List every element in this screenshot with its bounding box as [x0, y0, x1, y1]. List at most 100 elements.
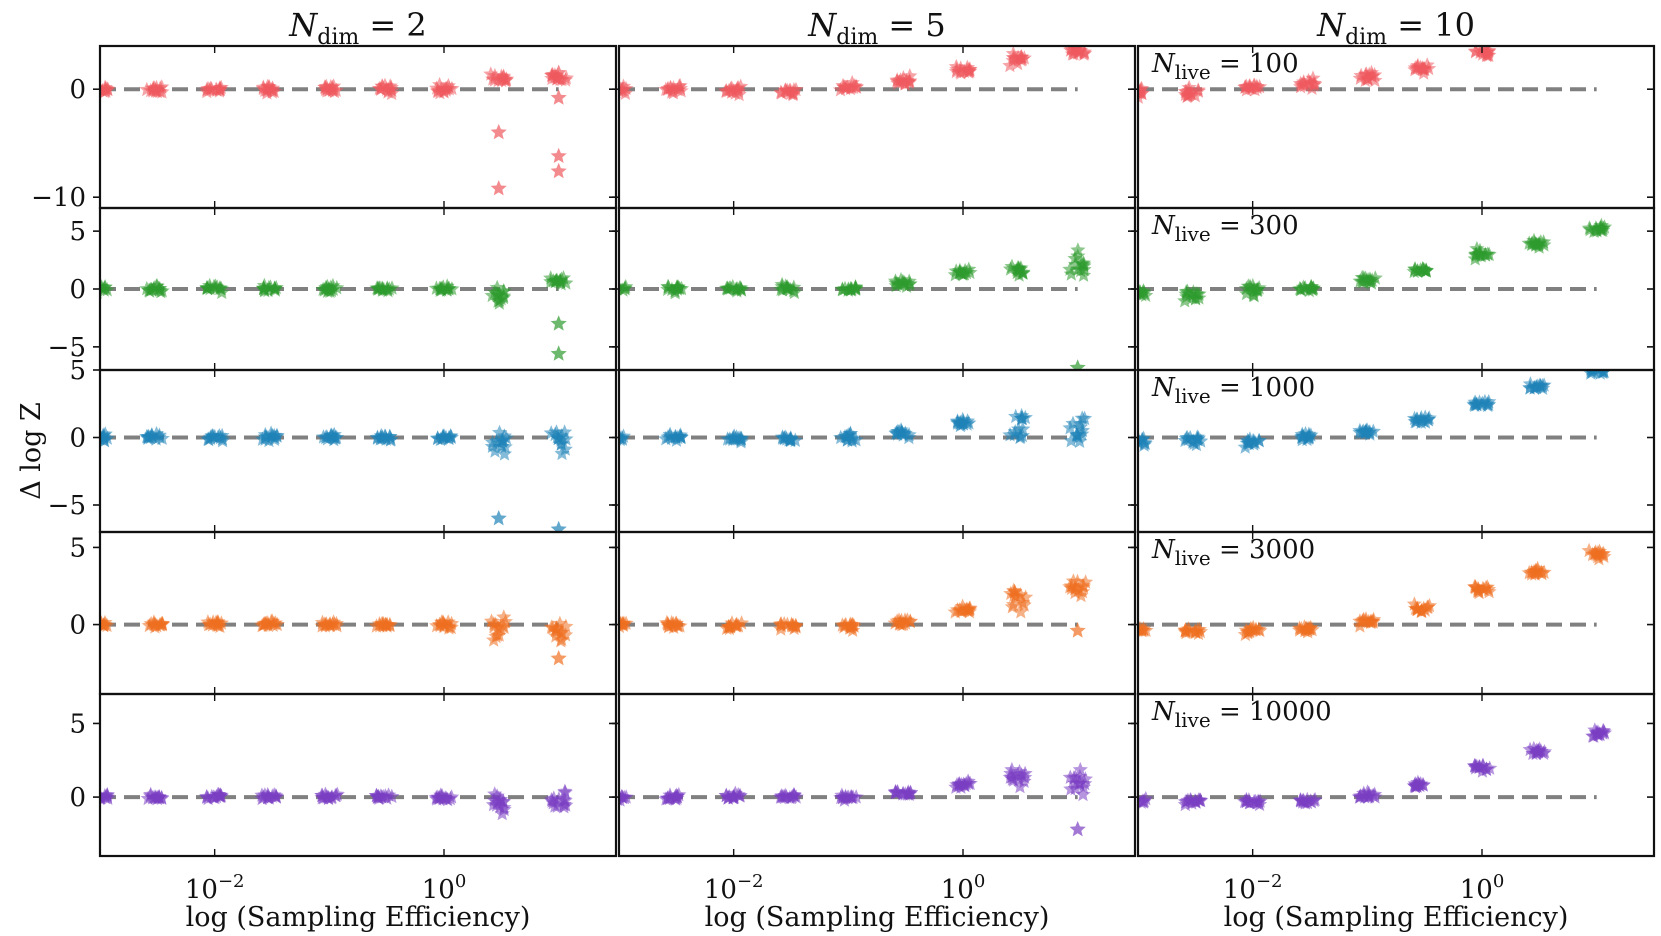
data-point-star — [100, 288, 101, 290]
data-point-star — [1014, 407, 1030, 423]
data-point-star — [495, 617, 511, 633]
y-tick-label: 0 — [69, 424, 86, 454]
data-point-star — [319, 431, 336, 446]
data-point-star — [888, 277, 904, 293]
data-point-star — [1296, 77, 1313, 92]
data-point-star — [848, 78, 864, 94]
data-point-star — [1582, 21, 1597, 35]
outlier-point-star — [550, 345, 567, 361]
panel-0-2 — [1138, 17, 1609, 104]
y-tick-label: 5 — [69, 533, 86, 563]
data-point-star — [151, 280, 167, 296]
data-point-star — [100, 289, 105, 299]
data-point-star — [1004, 258, 1020, 274]
data-point-star — [1352, 613, 1368, 628]
data-point-star — [619, 83, 620, 85]
data-point-star — [1070, 248, 1086, 263]
data-point-star — [897, 76, 913, 91]
y-tick-label: 5 — [69, 217, 86, 247]
data-point-star — [1004, 599, 1020, 614]
data-point-star — [777, 789, 793, 805]
data-point-star — [733, 281, 749, 296]
data-point-star — [1177, 293, 1193, 308]
data-point-star — [619, 430, 628, 445]
data-point-star — [257, 429, 273, 444]
outlier-point-star — [550, 147, 567, 163]
data-point-star — [1062, 261, 1078, 276]
data-point-star — [1294, 432, 1310, 447]
data-point-star — [267, 280, 283, 295]
data-point-star — [1177, 86, 1193, 102]
data-point-star — [1011, 771, 1027, 787]
data-point-star — [1292, 280, 1308, 296]
data-point-star — [1530, 743, 1546, 759]
data-point-star — [1594, 20, 1609, 34]
row-label-nlive: Nlive = 3000 — [1151, 535, 1315, 570]
x-tick-label: 100 — [1460, 871, 1505, 905]
data-point-star — [1481, 583, 1497, 599]
data-point-star — [1481, 47, 1497, 62]
data-point-star — [1138, 435, 1145, 449]
data-point-star — [1527, 28, 1542, 42]
data-point-star — [1358, 66, 1374, 81]
data-point-star — [893, 425, 909, 440]
data-point-star — [199, 279, 215, 295]
data-point-star — [718, 83, 734, 99]
panel-3-1 — [619, 573, 1094, 638]
data-point-star — [1419, 599, 1435, 614]
data-point-star — [835, 282, 851, 297]
y-tick-label: −5 — [48, 491, 86, 521]
data-point-star — [1138, 286, 1145, 300]
data-point-star — [1596, 370, 1606, 375]
data-point-star — [669, 788, 686, 804]
data-point-star — [1582, 221, 1598, 237]
data-point-star — [1071, 429, 1087, 444]
outlier-point-star — [550, 520, 567, 532]
data-point-star — [1361, 273, 1377, 289]
data-point-star — [668, 432, 685, 447]
data-point-star — [1590, 18, 1605, 33]
data-point-star — [154, 84, 170, 99]
data-point-star — [558, 618, 574, 633]
data-point-star — [490, 72, 506, 88]
data-point-star — [1534, 29, 1549, 44]
data-point-star — [730, 80, 746, 95]
data-point-star — [430, 83, 446, 99]
data-point-star — [315, 429, 332, 444]
outlier-point-star — [490, 123, 507, 140]
data-point-star — [553, 271, 569, 286]
data-point-star — [154, 615, 170, 631]
outlier-point-star — [550, 315, 567, 331]
data-point-star — [1075, 786, 1091, 802]
data-point-star — [1063, 781, 1079, 796]
data-point-star — [1528, 378, 1544, 394]
data-point-star — [1238, 285, 1255, 301]
data-point-star — [321, 281, 337, 296]
data-point-star — [619, 83, 627, 98]
panel-frame — [617, 44, 1137, 210]
panel-frame — [98, 44, 618, 210]
panel-3-2 — [1138, 542, 1612, 642]
data-point-star — [1011, 267, 1027, 282]
data-point-star — [949, 413, 966, 428]
data-point-star — [269, 427, 285, 443]
data-point-star — [1012, 778, 1028, 794]
data-point-star — [1300, 624, 1316, 639]
data-point-star — [619, 285, 620, 286]
data-point-star — [209, 615, 225, 630]
outlier-point-star — [550, 64, 567, 80]
panel-frames-layer — [93, 44, 1656, 858]
data-point-star — [496, 446, 513, 461]
data-point-star — [1586, 17, 1601, 32]
panel-frame — [98, 692, 618, 858]
data-point-star — [1178, 624, 1194, 640]
data-point-star — [553, 633, 569, 648]
data-point-star — [1526, 29, 1541, 44]
data-point-star — [725, 431, 741, 447]
data-point-star — [839, 789, 855, 805]
data-point-star — [496, 799, 512, 815]
data-point-star — [428, 789, 444, 805]
outlier-point-star — [1069, 359, 1086, 370]
data-point-star — [1355, 423, 1371, 438]
data-point-star — [1467, 251, 1483, 266]
